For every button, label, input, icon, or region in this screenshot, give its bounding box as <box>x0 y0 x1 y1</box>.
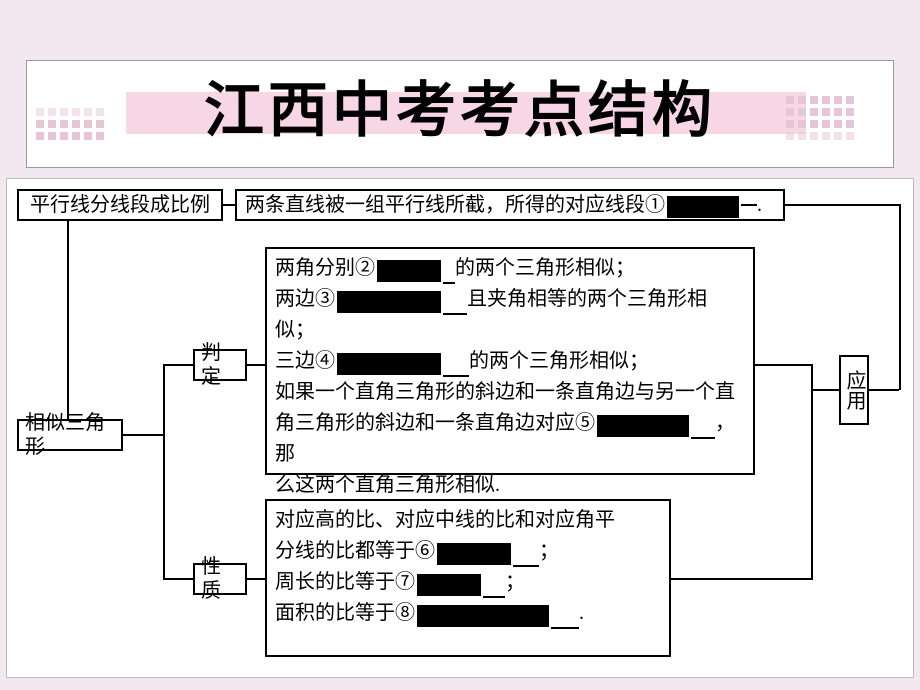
underline-5 <box>691 437 715 439</box>
content-parallel-result: 两条直线被一组平行线所截，所得的对应线段① . <box>235 189 785 221</box>
node-parallel-lines: 平行线分线段成比例 <box>17 189 223 221</box>
connector <box>67 221 69 419</box>
connector <box>163 364 193 366</box>
text: 角三角形的斜边和一条直角边对应⑤ <box>275 412 595 434</box>
text: ； <box>539 540 559 562</box>
connector <box>899 204 901 390</box>
blank-7 <box>417 574 481 596</box>
blank-4 <box>337 353 441 375</box>
text: 两边③ <box>275 288 335 310</box>
connector <box>247 364 265 366</box>
content-property: 对应高的比、对应中线的比和对应角平 分线的比都等于⑥ ； 周长的比等于⑦ ； 面积的… <box>265 499 671 657</box>
text: . <box>579 602 584 624</box>
connector <box>247 578 265 580</box>
text: 对应高的比、对应中线的比和对应角平 <box>275 505 661 536</box>
blank-2 <box>377 260 441 282</box>
blank-6 <box>437 543 511 565</box>
underline-3 <box>443 313 467 315</box>
underline-1 <box>741 204 757 206</box>
connector <box>223 204 235 206</box>
node-application: 应用 <box>839 355 869 425</box>
connector <box>811 389 839 391</box>
connector <box>163 578 193 580</box>
underline-8 <box>551 627 579 629</box>
text: 周长的比等于⑦ <box>275 571 415 593</box>
text: 两条直线被一组平行线所截，所得的对应线段① <box>245 190 665 221</box>
text: . <box>757 190 762 221</box>
connector <box>755 364 811 366</box>
node-judgement: 判定 <box>193 349 247 381</box>
text: 两角分别② <box>275 257 375 279</box>
connector <box>869 389 899 391</box>
blank-8 <box>417 605 549 627</box>
content-judgement: 两角分别②的两个三角形相似； 两边③且夹角相等的两个三角形相似； 三边④的两个三… <box>265 247 755 475</box>
connector <box>123 434 163 436</box>
text: 面积的比等于⑧ <box>275 602 415 624</box>
connector <box>811 364 813 580</box>
text: 三边④ <box>275 350 335 372</box>
connector <box>163 364 165 579</box>
blank-3 <box>337 291 441 313</box>
blank-1 <box>667 196 739 218</box>
node-similar-triangles: 相似三角形 <box>17 419 123 451</box>
connector <box>785 204 899 206</box>
text: 分线的比都等于⑥ <box>275 540 435 562</box>
text: 如果一个直角三角形的斜边和一条直角边与另一个直 <box>275 381 735 403</box>
blank-5 <box>597 415 689 437</box>
page-title: 江西中考考点结构 <box>0 62 920 149</box>
text: 么这两个直角三角形相似. <box>275 474 500 496</box>
node-property: 性质 <box>193 563 247 595</box>
text: 的两个三角形相似； <box>469 350 649 372</box>
text: 的两个三角形相似； <box>455 257 635 279</box>
connector <box>671 578 811 580</box>
diagram-container: 平行线分线段成比例 两条直线被一组平行线所截，所得的对应线段① . 相似三角形 … <box>6 178 914 678</box>
text: ； <box>505 571 525 593</box>
